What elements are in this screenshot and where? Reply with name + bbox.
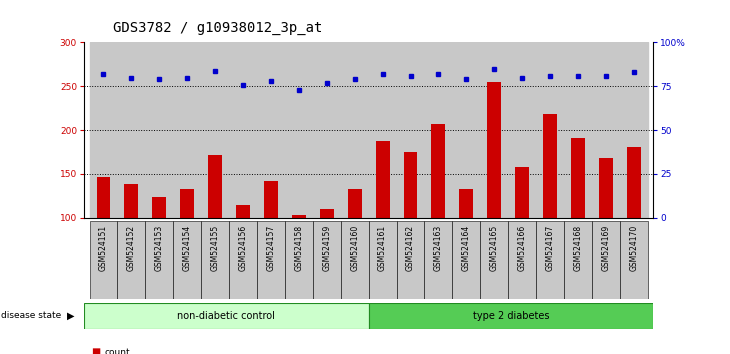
Text: GSM524164: GSM524164 [462,225,471,272]
Bar [118,42,145,218]
Bar [369,42,396,218]
Bar [620,221,648,299]
Bar [285,42,313,218]
Bar [341,42,369,218]
Bar [488,82,502,305]
Bar [620,42,648,218]
Bar [145,221,173,299]
Bar [173,42,201,218]
Bar [320,209,334,305]
Text: GDS3782 / g10938012_3p_at: GDS3782 / g10938012_3p_at [113,21,323,35]
Bar [145,42,173,218]
Bar [118,221,145,299]
Bar [424,42,453,218]
Bar [480,42,508,218]
Bar [124,184,139,305]
Text: GSM524165: GSM524165 [490,225,499,272]
Bar [376,141,390,305]
Text: GSM524162: GSM524162 [406,225,415,271]
Bar [627,147,641,305]
Bar [564,221,592,299]
Bar [599,158,613,305]
Bar [90,221,118,299]
Bar [285,221,313,299]
Text: GSM524170: GSM524170 [629,225,638,272]
Text: GSM524159: GSM524159 [322,225,331,272]
Text: GSM524153: GSM524153 [155,225,164,272]
Text: GSM524166: GSM524166 [518,225,526,272]
Bar [424,221,453,299]
Text: GSM524167: GSM524167 [545,225,555,272]
Bar [96,177,110,305]
Bar [313,42,341,218]
Bar [341,221,369,299]
Text: ■: ■ [91,347,101,354]
Bar [180,189,194,305]
Text: GSM524154: GSM524154 [182,225,192,272]
Bar [84,303,369,329]
Bar [571,138,585,305]
Bar [229,221,257,299]
Text: GSM524156: GSM524156 [239,225,247,272]
Bar [396,221,424,299]
Text: GSM524151: GSM524151 [99,225,108,271]
Text: GSM524160: GSM524160 [350,225,359,272]
Text: ▶: ▶ [67,311,74,321]
Bar [347,189,361,305]
Bar [431,124,445,305]
Text: GSM524168: GSM524168 [574,225,583,271]
Text: type 2 diabetes: type 2 diabetes [473,311,549,321]
Bar [292,215,306,305]
Bar [236,205,250,305]
Bar [564,42,592,218]
Text: count: count [104,348,130,354]
Text: non-diabetic control: non-diabetic control [177,311,275,321]
Bar [173,221,201,299]
Bar [229,42,257,218]
Bar [459,189,473,305]
Bar [313,221,341,299]
Bar [369,221,396,299]
Bar [201,42,229,218]
Text: GSM524157: GSM524157 [266,225,275,272]
Bar [90,42,118,218]
Bar [592,42,620,218]
Bar [153,197,166,305]
Text: disease state: disease state [1,312,62,320]
Bar [453,221,480,299]
Bar [257,221,285,299]
Bar [515,167,529,305]
Bar [536,42,564,218]
Text: GSM524152: GSM524152 [127,225,136,271]
Bar [508,42,536,218]
Bar [543,114,557,305]
Bar [257,42,285,218]
Bar [264,181,278,305]
Text: GSM524158: GSM524158 [294,225,304,271]
Bar [508,221,536,299]
Text: GSM524155: GSM524155 [211,225,220,272]
Bar [453,42,480,218]
Bar [369,303,653,329]
Bar [404,152,418,305]
Text: GSM524169: GSM524169 [602,225,610,272]
Bar [536,221,564,299]
Text: GSM524161: GSM524161 [378,225,387,271]
Bar [396,42,424,218]
Bar [208,155,222,305]
Bar [592,221,620,299]
Text: GSM524163: GSM524163 [434,225,443,272]
Bar [201,221,229,299]
Bar [480,221,508,299]
